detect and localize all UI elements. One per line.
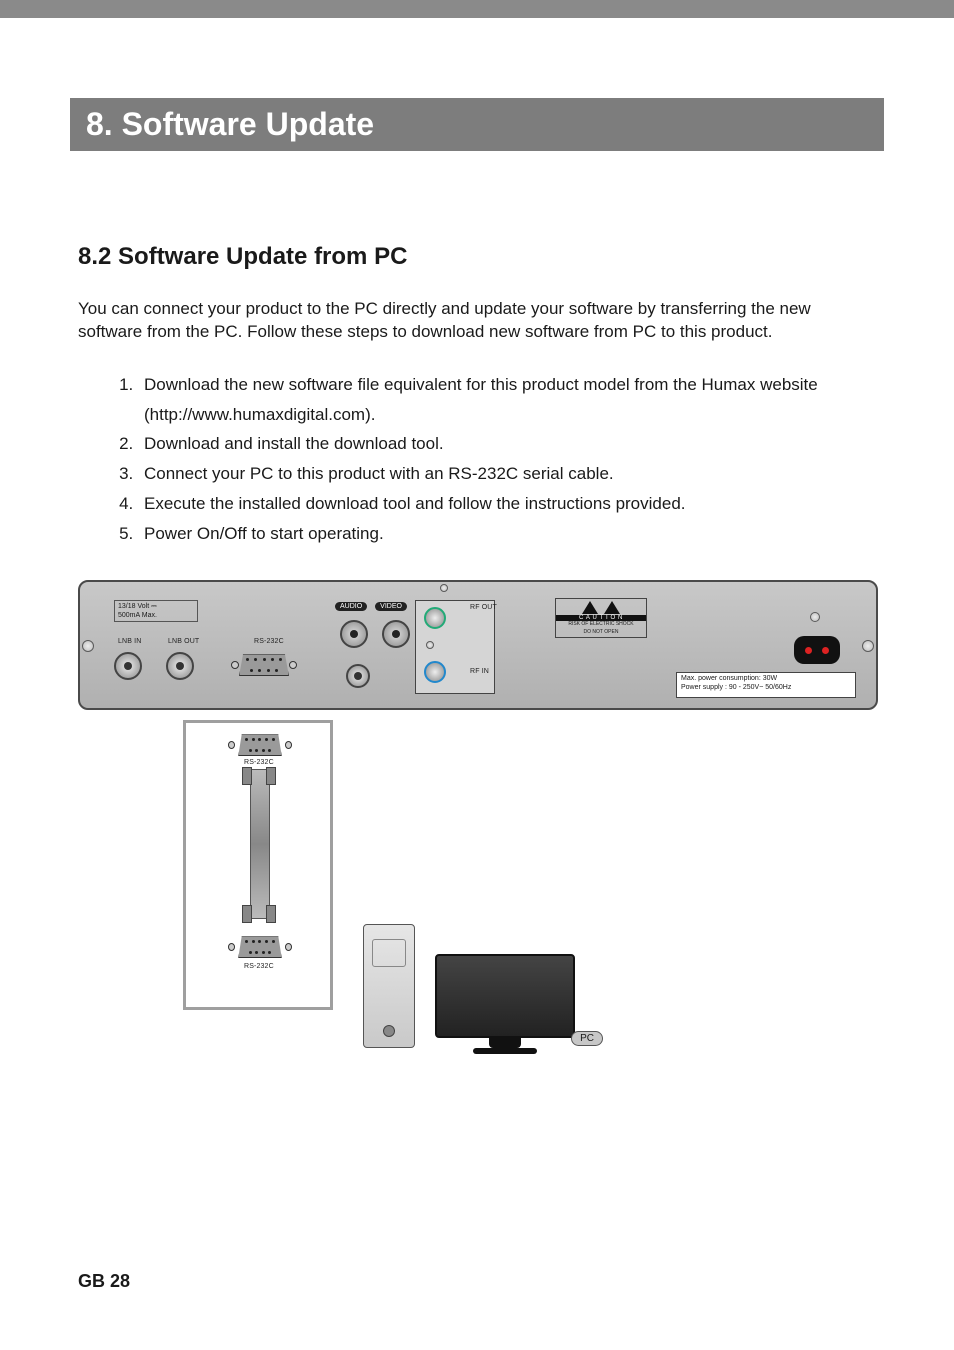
voltage-line2: 500mA Max. <box>118 612 194 620</box>
cable-rs232c-top-label: RS-232C <box>244 759 274 766</box>
screw-icon <box>440 584 448 592</box>
de9-bottom-icon <box>228 935 292 959</box>
power-inlet-icon <box>794 636 840 664</box>
de9-screw-icon <box>289 661 297 669</box>
caution-box: C A U T I O N RISK OF ELECTRIC SHOCK DO … <box>555 598 647 638</box>
cable-rs232c-bottom-label: RS-232C <box>244 963 274 970</box>
de9-screw-icon <box>231 661 239 669</box>
step-item: Execute the installed download tool and … <box>138 489 876 519</box>
de9-screw-icon <box>285 943 292 951</box>
step-item: Download and install the download tool. <box>138 429 876 459</box>
voltage-label: 13/18 Volt ⎓ 500mA Max. <box>114 600 198 622</box>
cable-plug-icon <box>242 905 252 923</box>
pc-row: PC <box>363 924 603 1048</box>
chapter-bar: 8. Software Update <box>70 98 884 151</box>
screw-icon <box>426 641 434 649</box>
de9-screw-icon <box>228 943 235 951</box>
monitor-stand-icon <box>489 1038 521 1048</box>
de9-body-icon <box>239 654 289 676</box>
de9-body-icon <box>238 936 282 958</box>
screw-icon <box>810 612 820 622</box>
audio-port-icon <box>340 620 368 648</box>
pc-tag: PC <box>571 1031 603 1046</box>
monitor-screen-icon <box>435 954 575 1038</box>
warning-triangle-icon <box>604 601 620 614</box>
rca-group <box>340 620 410 648</box>
audio-tag: AUDIO <box>335 602 367 611</box>
cable-plug-icon <box>266 905 276 923</box>
lnb-out-label: LNB OUT <box>168 638 199 645</box>
cable-box: RS-232C <box>183 720 333 1010</box>
scart-port-icon <box>346 664 370 688</box>
rs232c-label: RS-232C <box>254 638 284 645</box>
rf-block <box>415 600 495 694</box>
section-title: 8.2 Software Update from PC <box>78 243 876 271</box>
voltage-line1: 13/18 Volt ⎓ <box>118 603 194 611</box>
caution-triangles <box>579 599 623 615</box>
page-footer: GB 28 <box>78 1271 130 1292</box>
lnb-in-label: LNB IN <box>118 638 141 645</box>
rs232c-port-icon <box>228 652 300 678</box>
page: 8. Software Update 8.2 Software Update f… <box>0 0 954 1350</box>
pc-tower-icon <box>363 924 415 1048</box>
cable-plug-icon <box>242 767 252 785</box>
steps-list: Download the new software file equivalen… <box>78 370 876 549</box>
step-item: Download the new software file equivalen… <box>138 370 876 430</box>
caution-sub1: RISK OF ELECTRIC SHOCK <box>568 621 633 629</box>
rf-in-port-icon <box>424 661 446 683</box>
info-line2: Power supply : 90 - 250V~ 50/60Hz <box>681 684 851 693</box>
pc-figure: RS-232C <box>183 720 603 1048</box>
power-info-plate: Max. power consumption: 30W Power supply… <box>676 672 856 698</box>
content: 8.2 Software Update from PC You can conn… <box>78 151 876 1048</box>
screw-icon <box>82 640 94 652</box>
video-port-icon <box>382 620 410 648</box>
cable-plug-icon <box>266 767 276 785</box>
info-line1: Max. power consumption: 30W <box>681 675 851 684</box>
de9-screw-icon <box>285 741 292 749</box>
step-item: Power On/Off to start operating. <box>138 519 876 549</box>
screw-icon <box>862 640 874 652</box>
caution-sub2: DO NOT OPEN <box>584 629 619 637</box>
rca-tags: AUDIO VIDEO <box>335 602 407 611</box>
pc-monitor-icon: PC <box>435 954 575 1048</box>
warning-triangle-icon <box>582 601 598 614</box>
rear-panel-figure: 13/18 Volt ⎓ 500mA Max. LNB IN LNB OUT R… <box>78 580 876 1048</box>
de9-screw-icon <box>228 741 235 749</box>
serial-cable-icon <box>250 769 270 919</box>
step-item: Connect your PC to this product with an … <box>138 459 876 489</box>
rear-panel: 13/18 Volt ⎓ 500mA Max. LNB IN LNB OUT R… <box>78 580 878 710</box>
de9-top-icon <box>228 733 292 757</box>
rf-out-port-icon <box>424 607 446 629</box>
lnb-out-port-icon <box>166 652 194 680</box>
lnb-in-port-icon <box>114 652 142 680</box>
intro-paragraph: You can connect your product to the PC d… <box>78 297 876 344</box>
rf-in-label: RF IN <box>470 668 489 675</box>
de9-body-icon <box>238 734 282 756</box>
chapter-title: 8. Software Update <box>86 106 868 143</box>
rf-out-label: RF OUT <box>470 604 497 611</box>
video-tag: VIDEO <box>375 602 407 611</box>
top-strip <box>0 0 954 18</box>
monitor-base-icon <box>473 1048 537 1054</box>
